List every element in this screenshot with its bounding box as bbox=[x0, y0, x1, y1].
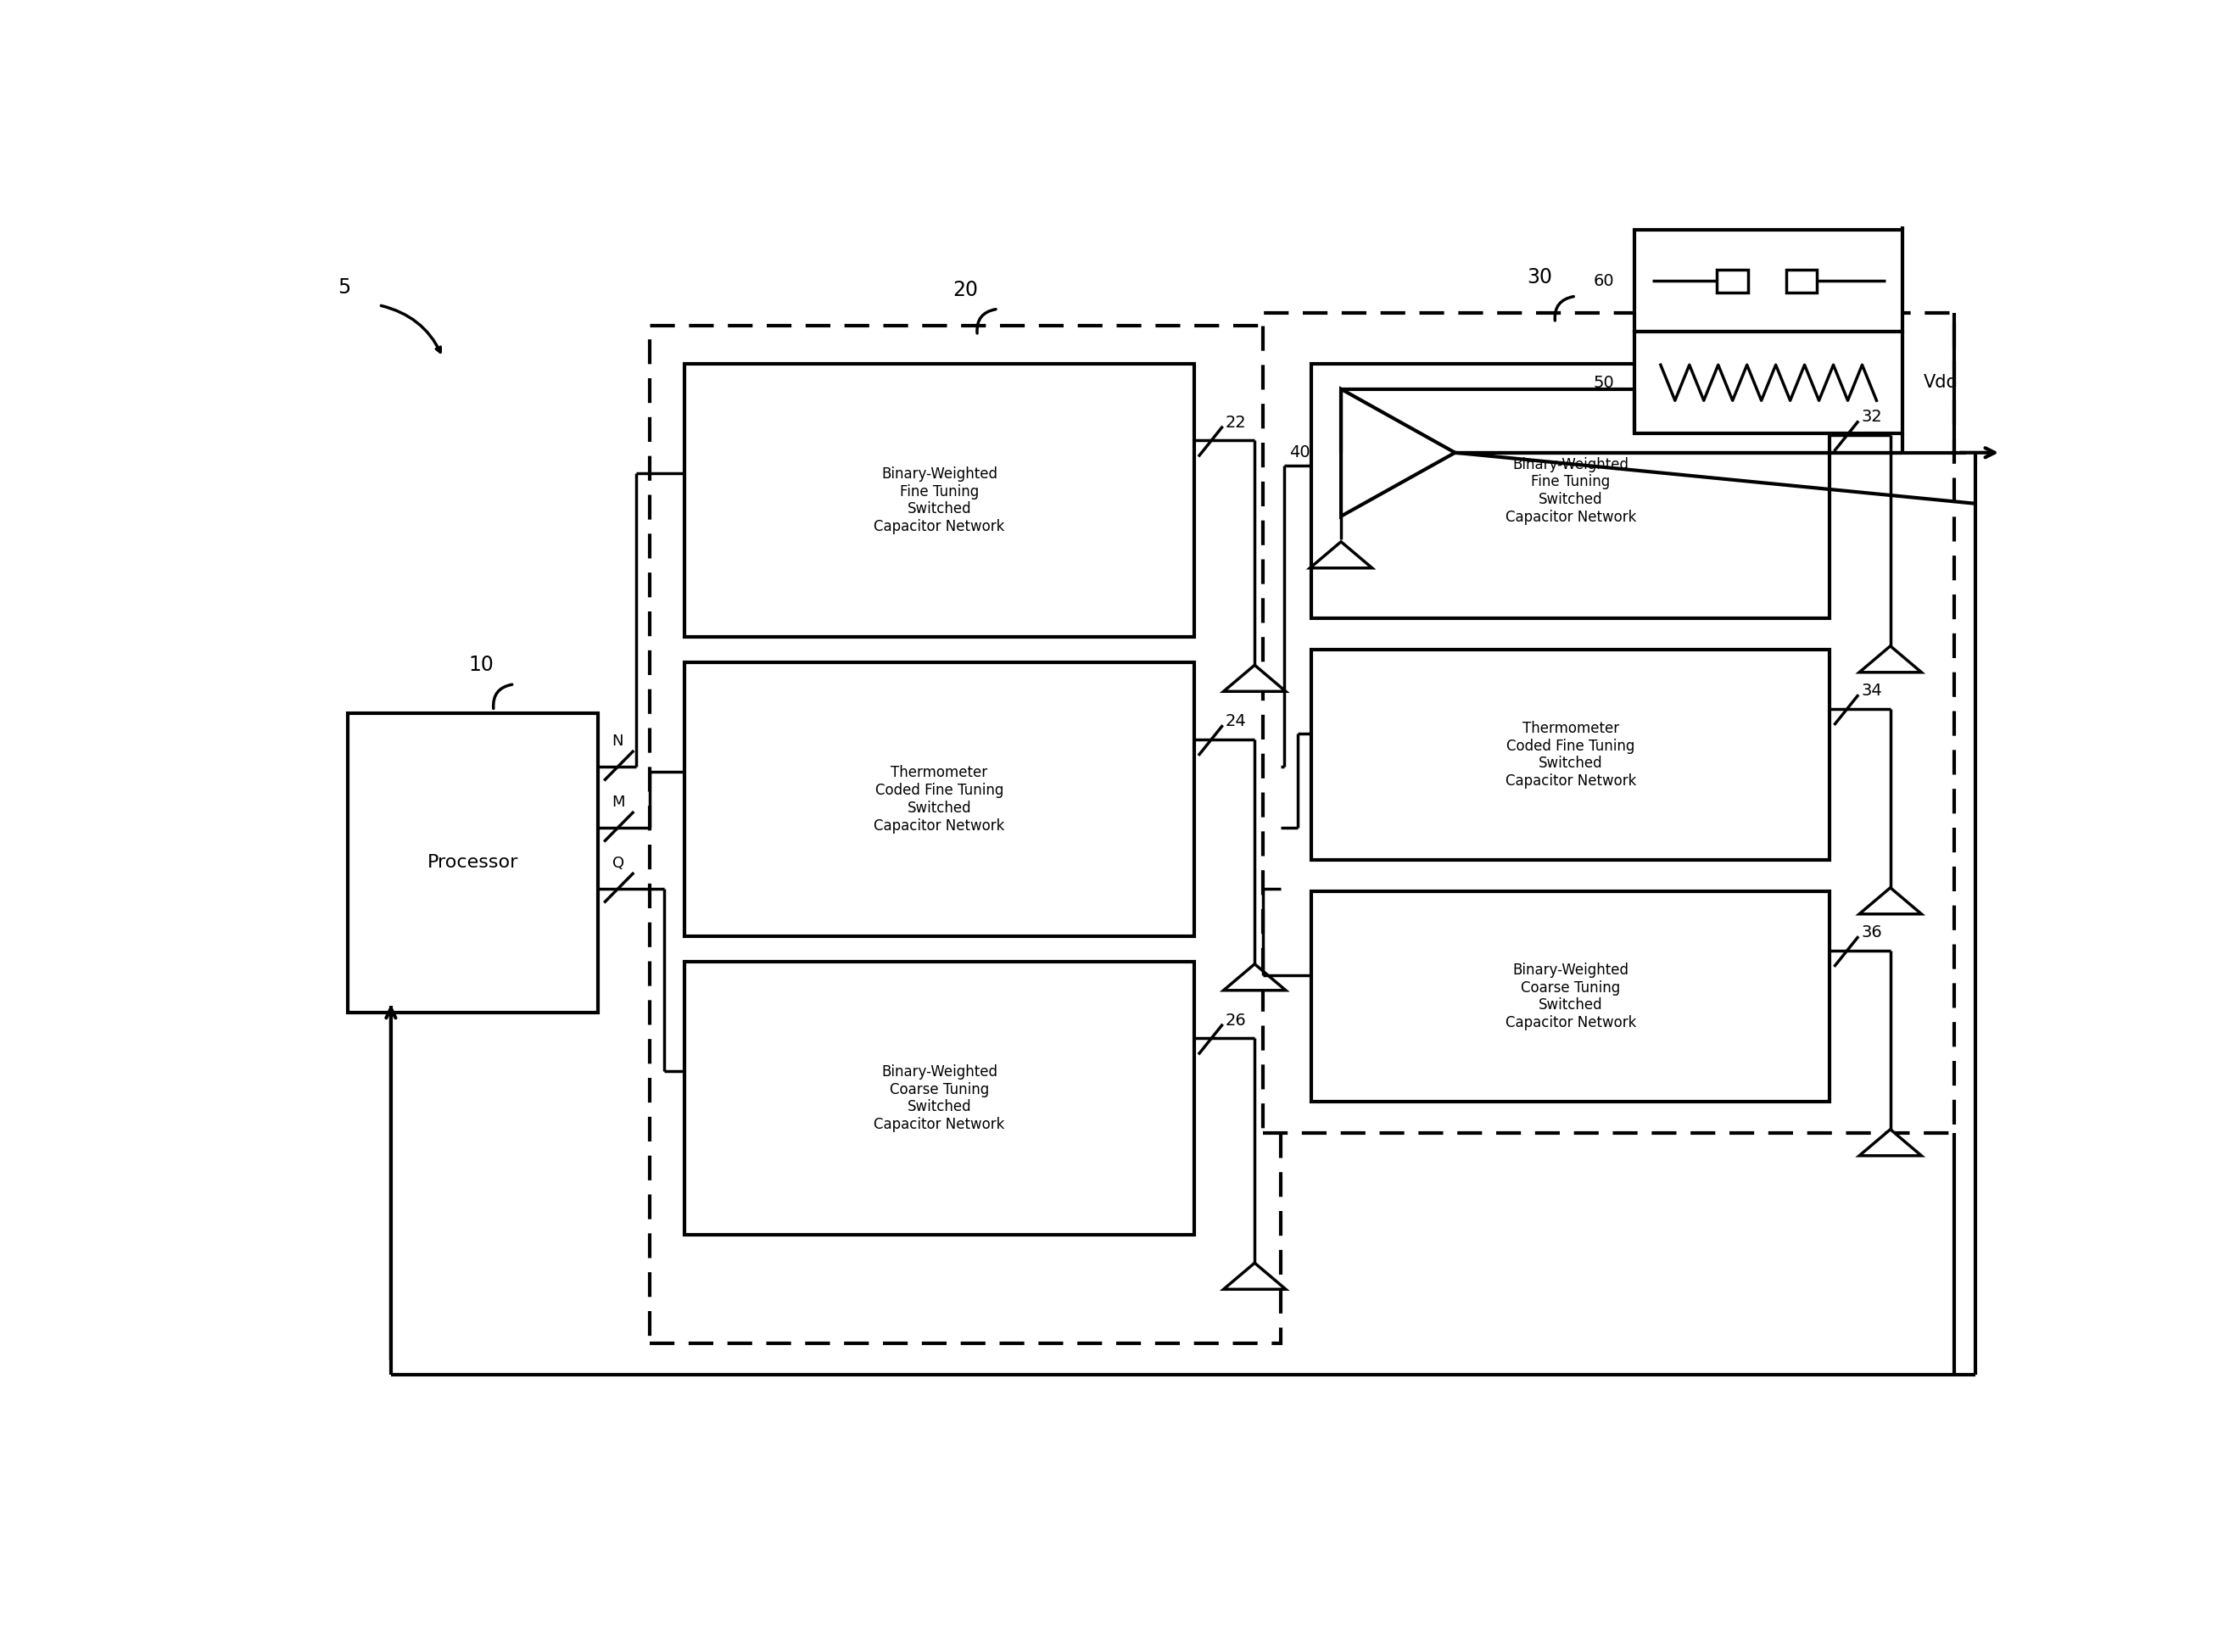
Text: 5: 5 bbox=[339, 278, 350, 297]
Bar bbox=[1785, 269, 1817, 292]
Text: 36: 36 bbox=[1861, 925, 1881, 940]
Text: Vdd: Vdd bbox=[1924, 375, 1957, 392]
Text: 24: 24 bbox=[1226, 714, 1246, 730]
Polygon shape bbox=[1859, 646, 1921, 672]
Text: 26: 26 bbox=[1226, 1013, 1246, 1028]
Text: 60: 60 bbox=[1594, 273, 1614, 289]
Text: 22: 22 bbox=[1226, 415, 1246, 431]
Text: Thermometer
Coded Fine Tuning
Switched
Capacitor Network: Thermometer Coded Fine Tuning Switched C… bbox=[874, 765, 1005, 833]
Text: Q: Q bbox=[613, 856, 624, 871]
Text: Binary-Weighted
Fine Tuning
Switched
Capacitor Network: Binary-Weighted Fine Tuning Switched Cap… bbox=[874, 466, 1005, 535]
Bar bbox=[1716, 269, 1748, 292]
Bar bbox=[684, 363, 1195, 638]
Polygon shape bbox=[1859, 1130, 1921, 1156]
Polygon shape bbox=[1224, 1262, 1286, 1289]
Text: Binary-Weighted
Fine Tuning
Switched
Capacitor Network: Binary-Weighted Fine Tuning Switched Cap… bbox=[1505, 456, 1636, 525]
Bar bbox=[1311, 892, 1830, 1102]
Bar bbox=[684, 961, 1195, 1236]
Text: 32: 32 bbox=[1861, 410, 1881, 425]
Polygon shape bbox=[1311, 542, 1373, 568]
Text: 50: 50 bbox=[1594, 375, 1614, 392]
Bar bbox=[1264, 312, 1955, 1133]
Text: Processor: Processor bbox=[428, 854, 519, 871]
Polygon shape bbox=[1859, 887, 1921, 914]
Text: 30: 30 bbox=[1527, 268, 1551, 287]
Bar bbox=[348, 714, 597, 1013]
Bar bbox=[1311, 363, 1830, 618]
Text: 40: 40 bbox=[1288, 444, 1311, 461]
Bar bbox=[684, 662, 1195, 937]
Text: Thermometer
Coded Fine Tuning
Switched
Capacitor Network: Thermometer Coded Fine Tuning Switched C… bbox=[1505, 720, 1636, 790]
Bar bbox=[1634, 230, 1904, 332]
Bar bbox=[1634, 332, 1904, 433]
Polygon shape bbox=[1342, 388, 1456, 515]
Text: 10: 10 bbox=[468, 654, 495, 676]
Text: Binary-Weighted
Coarse Tuning
Switched
Capacitor Network: Binary-Weighted Coarse Tuning Switched C… bbox=[874, 1064, 1005, 1132]
Bar bbox=[1311, 649, 1830, 859]
Polygon shape bbox=[1224, 965, 1286, 990]
Text: N: N bbox=[613, 733, 624, 748]
Text: M: M bbox=[613, 795, 624, 809]
Text: Binary-Weighted
Coarse Tuning
Switched
Capacitor Network: Binary-Weighted Coarse Tuning Switched C… bbox=[1505, 963, 1636, 1031]
Text: 34: 34 bbox=[1861, 682, 1881, 699]
Polygon shape bbox=[1224, 666, 1286, 692]
Text: 20: 20 bbox=[952, 279, 979, 301]
Bar bbox=[651, 325, 1279, 1343]
